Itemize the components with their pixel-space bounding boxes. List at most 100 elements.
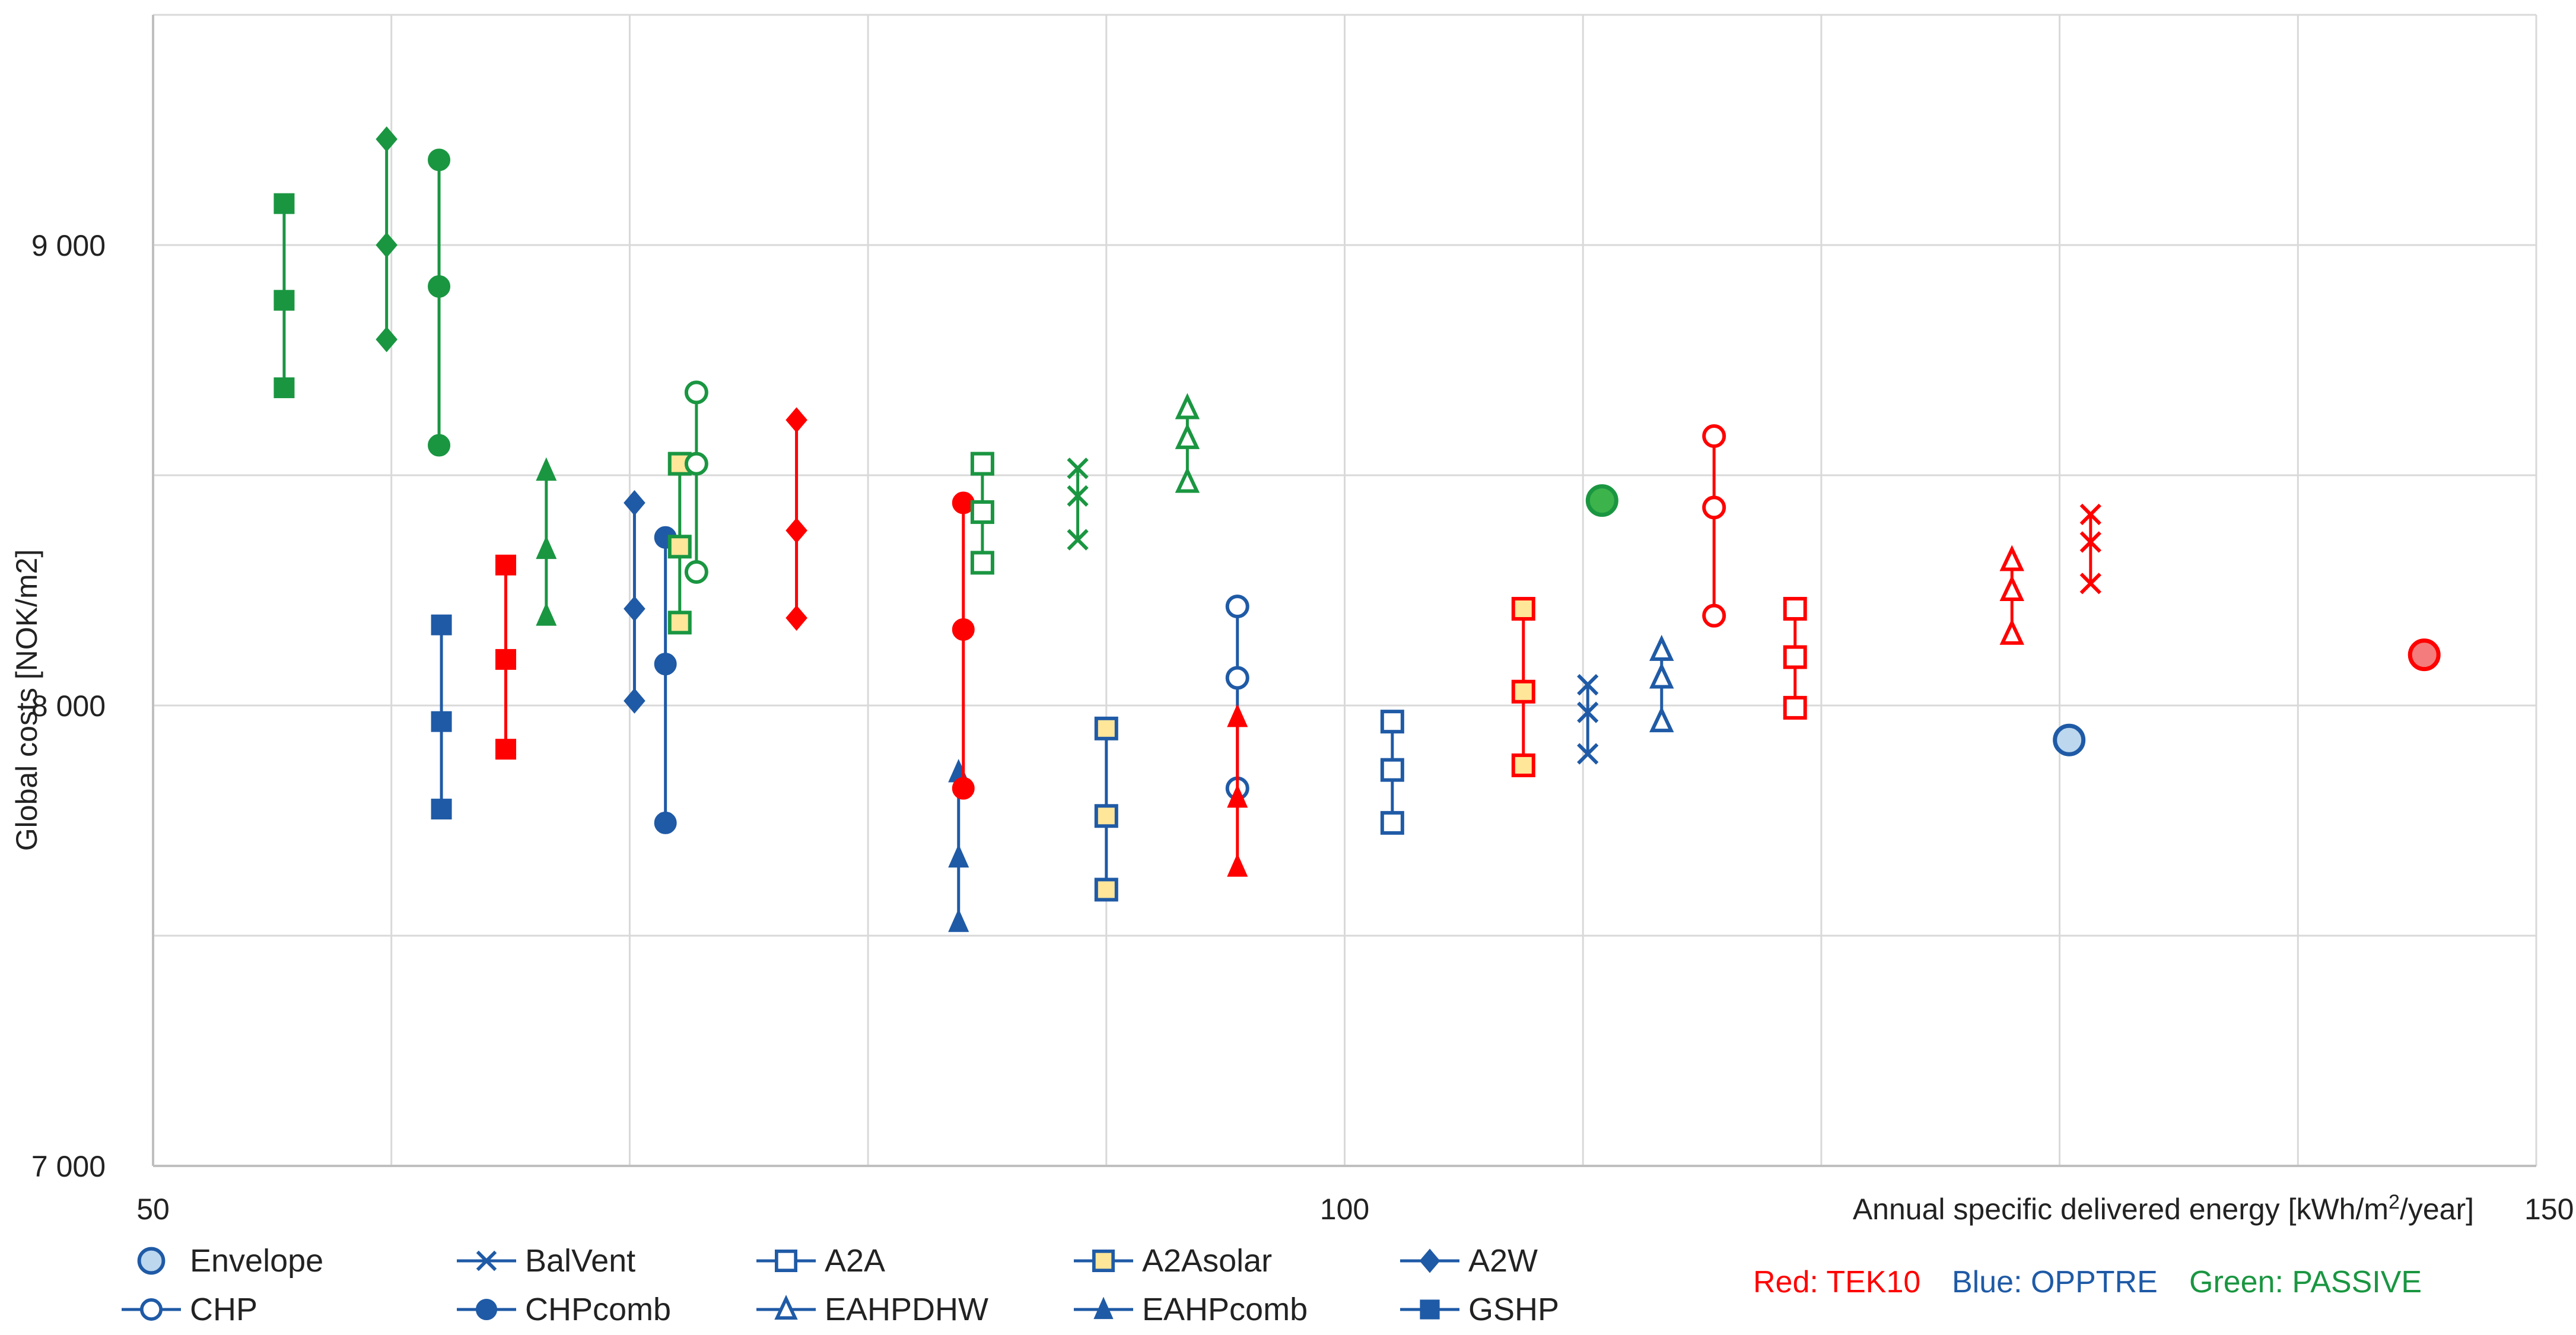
legend-label: EAHPDHW xyxy=(825,1292,988,1327)
series-envelope-tek10 xyxy=(2408,638,2441,672)
data-point xyxy=(1380,710,1404,734)
legend-marker xyxy=(1420,1299,1440,1320)
series-chpcomb-tek10 xyxy=(952,491,975,800)
legend-item-a2asolar: A2Asolar xyxy=(1074,1243,1272,1279)
data-point xyxy=(1094,716,1118,740)
data-point xyxy=(785,407,807,433)
color-notes: Red: TEK10 Blue: OPPTRE Green: PASSIVE xyxy=(1753,1265,2422,1299)
series-gshp-passive xyxy=(273,193,295,399)
legend-item-eahpdhw: EAHPDHW xyxy=(756,1292,988,1327)
data-point xyxy=(785,517,807,543)
y-axis-label: Global costs [NOK/m2] xyxy=(10,549,43,851)
data-point xyxy=(948,844,969,868)
legend-marker xyxy=(1093,1296,1114,1320)
data-point xyxy=(1511,679,1535,704)
legend-label: GSHP xyxy=(1468,1292,1559,1327)
data-point xyxy=(431,614,452,635)
data-point xyxy=(2079,531,2101,553)
data-point xyxy=(273,290,295,311)
data-point xyxy=(1067,529,1089,551)
series-a2asolar-opptre xyxy=(1094,716,1118,902)
series-envelope-passive xyxy=(1585,484,1618,517)
data-point xyxy=(1225,595,1249,619)
x-tick-label: 100 xyxy=(1320,1193,1369,1226)
legend-marker xyxy=(137,1247,166,1275)
series-chpcomb-opptre xyxy=(654,526,677,834)
data-point xyxy=(1227,853,1248,877)
data-point xyxy=(536,535,557,560)
data-point xyxy=(428,434,451,457)
data-point xyxy=(1067,457,1089,479)
data-point xyxy=(684,380,708,405)
legend-marker xyxy=(140,1298,163,1321)
data-point xyxy=(970,500,994,525)
legend-item-a2w: A2W xyxy=(1400,1243,1538,1279)
legend-marker xyxy=(1092,1250,1115,1273)
series-balvent-passive xyxy=(1067,457,1089,551)
data-point xyxy=(536,457,557,481)
x-tick-label: 50 xyxy=(136,1193,170,1226)
data-point xyxy=(1649,634,1674,661)
data-point xyxy=(1999,618,2024,645)
legend-marker xyxy=(774,1250,797,1273)
data-series xyxy=(273,126,2441,932)
data-point xyxy=(1577,701,1599,723)
series-envelope-opptre xyxy=(2053,723,2086,757)
series-eahpdhw-opptre xyxy=(1649,634,1674,733)
series-chp-passive xyxy=(684,380,708,584)
data-point xyxy=(1511,597,1535,621)
legend-label: A2W xyxy=(1468,1243,1538,1279)
series-a2w-opptre xyxy=(624,490,645,714)
legend-marker xyxy=(476,1250,497,1272)
note-tek10: Red: TEK10 xyxy=(1753,1265,1920,1299)
data-point xyxy=(1067,485,1089,507)
series-eahpdhw-tek10 xyxy=(1999,545,2024,645)
data-point xyxy=(1175,466,1200,493)
data-point xyxy=(1380,758,1404,782)
series-a2w-passive xyxy=(376,126,397,352)
series-a2a-passive xyxy=(970,452,994,575)
x-axis-label-superscript: 2 xyxy=(2389,1191,2400,1213)
note-passive: Green: PASSIVE xyxy=(2189,1265,2422,1299)
data-point xyxy=(684,560,708,584)
legend-label: CHPcomb xyxy=(525,1292,671,1327)
data-point xyxy=(495,739,517,760)
series-eahpdhw-passive xyxy=(1175,393,1200,493)
series-balvent-opptre xyxy=(1577,673,1599,765)
data-point xyxy=(1175,393,1200,419)
data-point xyxy=(654,811,677,834)
data-point xyxy=(495,554,517,576)
data-point xyxy=(428,148,451,171)
data-point xyxy=(624,688,645,714)
legend-item-chp: CHP xyxy=(122,1292,257,1327)
data-point xyxy=(970,551,994,575)
data-point xyxy=(970,452,994,476)
data-point xyxy=(1702,495,1726,520)
y-tick-label: 7 000 xyxy=(31,1150,106,1183)
data-point xyxy=(376,126,397,152)
data-point xyxy=(2079,503,2101,526)
data-point xyxy=(1702,603,1726,628)
data-point xyxy=(1577,673,1599,696)
legend-label: A2A xyxy=(825,1243,885,1279)
data-point xyxy=(1649,662,1674,689)
series-balvent-tek10 xyxy=(2079,503,2101,595)
legend-item-eahpcomb: EAHPcomb xyxy=(1074,1292,1308,1327)
legend-marker xyxy=(774,1295,798,1320)
series-chp-tek10 xyxy=(1702,424,1726,628)
data-point xyxy=(2053,723,2086,757)
data-point xyxy=(684,452,708,476)
data-point xyxy=(1702,424,1726,449)
legend-item-chpcomb: CHPcomb xyxy=(457,1292,671,1327)
y-tick-label: 9 000 xyxy=(31,229,106,262)
x-axis-label-part1: Annual specific delivered energy [kWh/m xyxy=(1853,1193,2389,1226)
x-tick-label: 150 xyxy=(2524,1193,2574,1226)
legend-label: Envelope xyxy=(190,1243,323,1279)
data-point xyxy=(785,605,807,631)
data-point xyxy=(1783,695,1807,720)
data-point xyxy=(1585,484,1618,517)
series-eahpcomb-passive xyxy=(536,457,557,626)
legend: Envelope BalVent A2A A2Asolar A2W CHP CHPcomb E… xyxy=(122,1243,1559,1327)
series-a2asolar-tek10 xyxy=(1511,597,1535,777)
